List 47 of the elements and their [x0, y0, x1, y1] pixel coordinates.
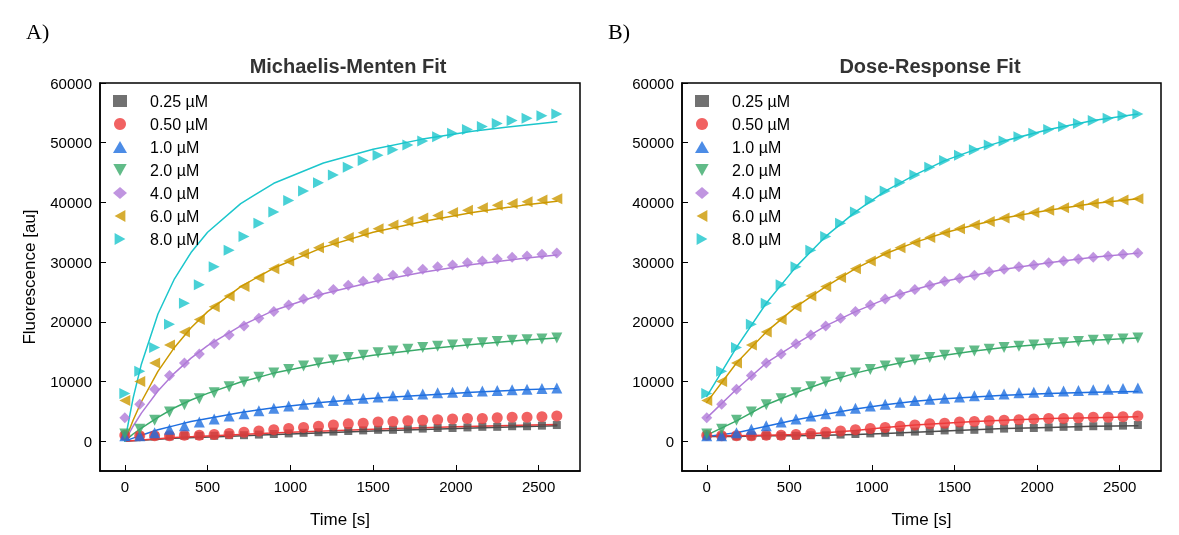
chart-title: Michaelis-Menten Fit	[249, 55, 447, 77]
y-tick-label: 0	[83, 432, 92, 450]
legend-label: 0.50 µM	[150, 115, 209, 133]
legend-label: 6.0 µM	[732, 207, 782, 225]
x-tick-label: 2500	[521, 478, 556, 495]
x-tick-label: 0	[120, 478, 129, 495]
y-tick-label: 40000	[50, 193, 92, 211]
legend-label: 1.0 µM	[150, 138, 200, 156]
x-tick-label: 1000	[273, 478, 308, 495]
y-tick-label: 10000	[632, 372, 674, 390]
y-tick-label: 30000	[50, 253, 92, 271]
x-tick-label: 2000	[439, 478, 473, 495]
y-tick-label: 20000	[50, 313, 92, 331]
chart-title: Dose-Response Fit	[839, 55, 1021, 77]
x-tick-label: 1500	[356, 478, 390, 495]
legend-label: 8.0 µM	[150, 230, 200, 248]
y-tick-label: 60000	[50, 74, 92, 92]
text: A)	[26, 18, 50, 44]
x-axis-title: Time [s]	[891, 510, 952, 529]
y-tick-label: 50000	[632, 134, 674, 152]
y-tick-label: 10000	[50, 372, 92, 390]
text: B)	[608, 18, 630, 44]
x-axis-title: Time [s]	[310, 510, 370, 529]
legend-label: 4.0 µM	[732, 184, 782, 202]
legend-label: 0.50 µM	[732, 115, 791, 133]
legend-label: 8.0 µM	[732, 230, 782, 248]
legend-label: 0.25 µM	[732, 92, 791, 110]
y-tick-label: 50000	[50, 134, 92, 152]
x-tick-label: 2000	[1020, 478, 1054, 495]
legend-label: 1.0 µM	[732, 138, 782, 156]
legend-label: 4.0 µM	[150, 184, 200, 202]
legend-label: 2.0 µM	[150, 161, 200, 179]
x-tick-label: 1500	[937, 478, 972, 495]
y-tick-label: 30000	[632, 253, 674, 271]
legend-label: 6.0 µM	[150, 207, 200, 225]
y-tick-label: 20000	[632, 313, 674, 331]
legend-label: 0.25 µM	[150, 92, 209, 110]
x-tick-label: 500	[776, 478, 802, 495]
y-axis-title: Fluorescence [au]	[20, 209, 39, 345]
x-tick-label: 2500	[1103, 478, 1137, 495]
y-tick-label: 0	[665, 432, 674, 450]
y-tick-label: 40000	[632, 193, 674, 211]
x-tick-label: 500	[195, 478, 221, 495]
y-tick-label: 60000	[632, 74, 674, 92]
legend-label: 2.0 µM	[732, 161, 782, 179]
x-tick-label: 1000	[855, 478, 889, 495]
x-tick-label: 0	[702, 478, 711, 495]
